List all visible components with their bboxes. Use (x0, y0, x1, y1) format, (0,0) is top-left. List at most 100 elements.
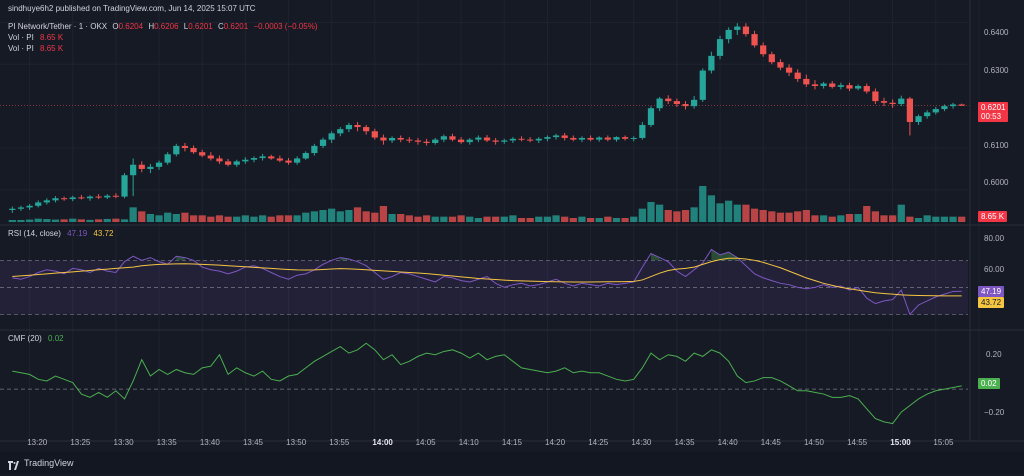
candle-body (337, 129, 344, 134)
volume-bar (60, 219, 68, 222)
volume-bar (189, 215, 198, 222)
volume-bar (750, 208, 759, 222)
volume-bar (586, 218, 595, 222)
volume-bar (733, 204, 741, 222)
candle-body (475, 137, 482, 140)
volume-bar (371, 212, 379, 222)
volume-bar (914, 218, 923, 222)
candle-body (173, 145, 180, 155)
candle-body (863, 86, 870, 92)
volume-bar (414, 216, 422, 222)
volume-bar (681, 210, 690, 222)
rsi-value: 47.19 (67, 229, 88, 238)
rsi-ma-tag: 43.72 (978, 297, 1005, 308)
volume-bar (440, 216, 448, 222)
candle-body (855, 86, 862, 89)
volume-bar (621, 218, 629, 222)
candle-body (777, 62, 784, 68)
vol-value-2: 8.65 K (40, 44, 64, 53)
candle-body (751, 34, 758, 46)
candle-body (190, 148, 197, 153)
volume-bar (768, 211, 776, 222)
volume-bar (483, 216, 491, 222)
volume-bar (569, 218, 577, 222)
time-axis-label: 14:15 (501, 438, 522, 447)
time-axis-label: 14:20 (545, 438, 566, 447)
volume-bar (863, 206, 871, 222)
volume-bar (51, 219, 60, 222)
candle-body (43, 200, 50, 203)
candle-body (121, 175, 128, 197)
candle-body (596, 137, 603, 140)
volume-bar (69, 218, 77, 222)
candle-body (432, 139, 439, 143)
cmf-header[interactable]: CMF (20) 0.02 (8, 334, 64, 343)
rsi-header[interactable]: RSI (14, close) 47.19 43.72 (8, 229, 113, 238)
candle-body (941, 106, 948, 110)
volume-bar (336, 211, 344, 222)
candle-body (52, 198, 59, 201)
time-axis-label: 13:40 (199, 438, 220, 447)
volume-bar (517, 218, 526, 222)
volume-bar (958, 216, 966, 222)
volume-bar (379, 206, 388, 222)
volume-bar (819, 215, 828, 222)
candle-body (466, 139, 473, 143)
vol-value-1: 8.65 K (40, 33, 64, 42)
time-axis-label: 13:25 (70, 438, 91, 447)
volume-bar (25, 219, 34, 222)
candle-body (207, 155, 214, 159)
candle-body (268, 156, 275, 159)
rsi-tag: 47.19 (978, 286, 1005, 297)
candle-body (561, 135, 568, 138)
price-pane (0, 23, 970, 213)
time-axis-label: 14:40 (717, 438, 738, 447)
volume-bar (725, 200, 733, 222)
candle-body (388, 137, 396, 141)
volume-bar (845, 214, 854, 222)
volume-bar (561, 216, 569, 222)
volume-bar (664, 210, 672, 222)
candle-body (483, 137, 491, 141)
candle-body (803, 78, 810, 85)
high-value: 0.6206 (154, 22, 179, 31)
candle-body (311, 145, 318, 154)
candle-body (725, 29, 732, 40)
candle-body (363, 127, 370, 132)
volume-bar (310, 211, 319, 222)
brand-name[interactable]: TradingView (24, 458, 74, 468)
volume-bar (94, 219, 103, 222)
candle-body (86, 196, 94, 199)
candle-body (587, 137, 594, 140)
volume-bar (17, 220, 25, 222)
volume-bar (543, 216, 552, 222)
vol-line-2[interactable]: Vol · PI 8.65 K (8, 44, 63, 53)
symbol-title[interactable]: PI Network/Tether · 1 · OKX (8, 22, 108, 31)
volume-bar (164, 212, 172, 222)
candle-body (924, 112, 931, 117)
candle-body (78, 197, 85, 199)
price-axis-label: 0.6000 (984, 178, 1009, 187)
candle-body (449, 136, 456, 140)
candle-body (604, 137, 611, 140)
candle-body (820, 83, 827, 87)
volume-bar (120, 219, 129, 222)
candle-body (26, 205, 33, 208)
volume-bar (258, 215, 267, 222)
candle-body (734, 26, 741, 30)
tradingview-logo-icon[interactable] (8, 458, 20, 470)
volume-bar (707, 195, 716, 222)
candle-body (889, 102, 896, 105)
cmf-value: 0.02 (48, 334, 64, 343)
volume-bar (759, 210, 767, 222)
volume-bar (811, 215, 819, 222)
volume-bar (595, 218, 603, 222)
volume-bar (267, 216, 275, 222)
candle-body (552, 135, 560, 138)
vol-line-1[interactable]: Vol · PI 8.65 K (8, 33, 63, 42)
candle-body (199, 152, 206, 156)
time-axis-label: 14:45 (760, 438, 781, 447)
volume-bar (638, 208, 646, 222)
